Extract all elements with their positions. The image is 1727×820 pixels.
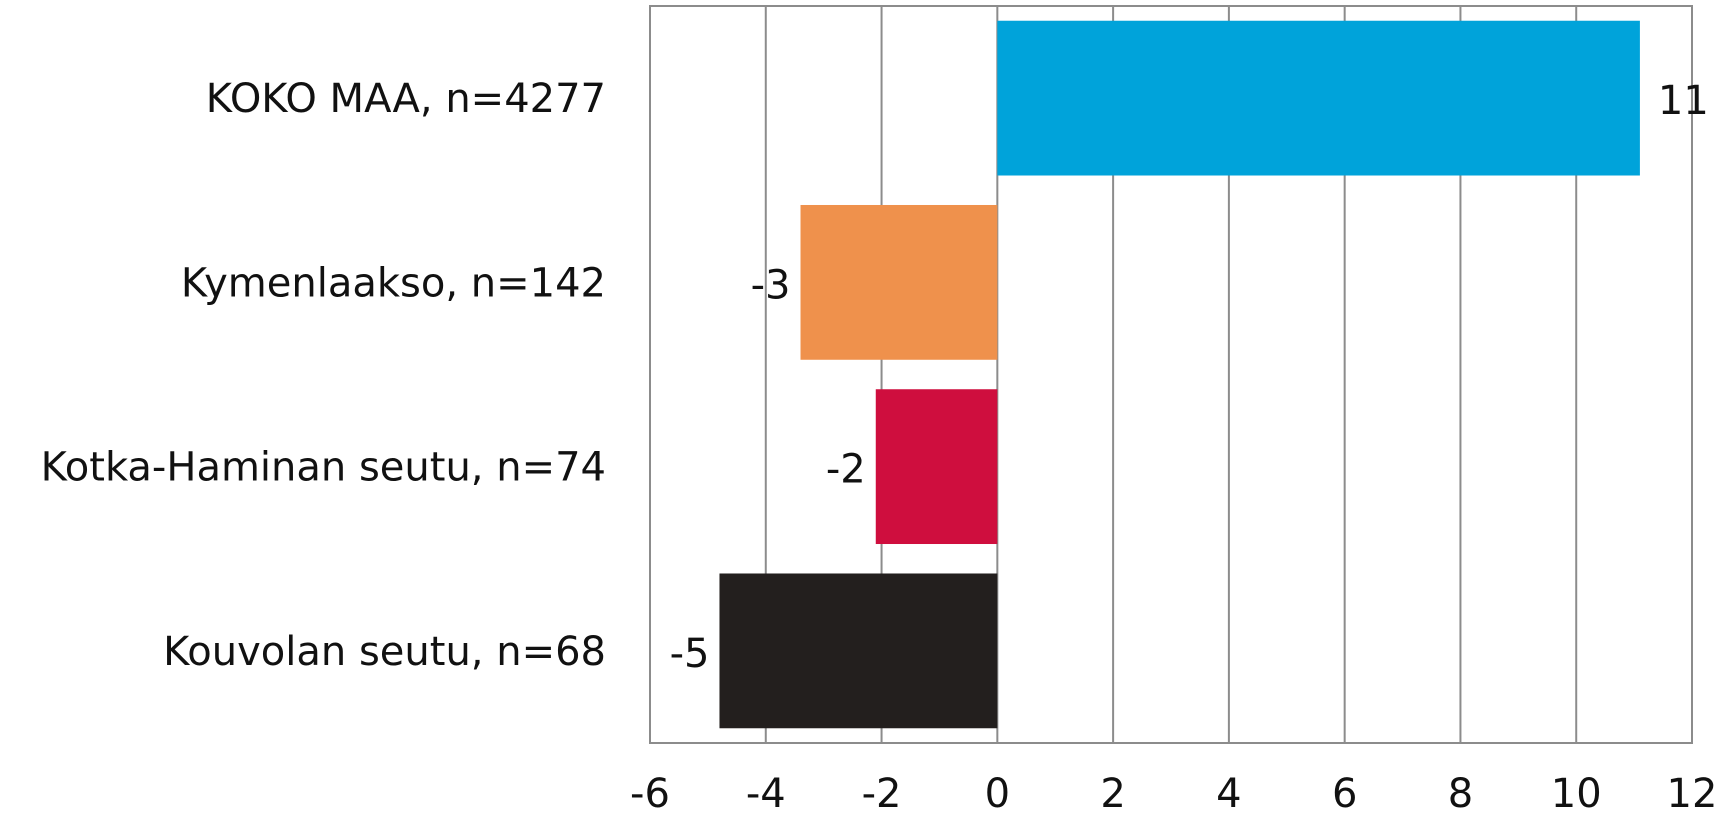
bar [719, 573, 998, 729]
category-label: Kotka-Haminan seutu, n=74 [41, 445, 606, 491]
category-label: Kymenlaakso, n=142 [181, 260, 606, 306]
x-tick-label: -2 [862, 771, 902, 817]
plot-frame [649, 5, 1693, 744]
data-label: -2 [826, 447, 866, 493]
x-tick-label: 4 [1216, 771, 1241, 817]
bar [997, 20, 1640, 176]
x-tick-label: -4 [746, 771, 786, 817]
bar [875, 389, 998, 545]
x-tick-label: 10 [1551, 771, 1602, 817]
data-label: -3 [751, 262, 791, 308]
x-tick-label: 12 [1667, 771, 1718, 817]
x-tick-label: 2 [1100, 771, 1125, 817]
data-label: -5 [670, 631, 710, 677]
label-layer: KOKO MAA, n=4277 11 Kymenlaakso, n=142 -3 Ko… [41, 76, 1709, 677]
category-label: KOKO MAA, n=4277 [206, 76, 606, 122]
x-tick-label: 6 [1332, 771, 1357, 817]
x-tick-label: 0 [985, 771, 1010, 817]
category-label: Kouvolan seutu, n=68 [163, 629, 606, 675]
tick-layer: -6 -4 -2 0 2 4 6 8 10 12 [630, 771, 1717, 817]
bar [800, 204, 998, 360]
x-tick-label: -6 [630, 771, 670, 817]
x-tick-label: 8 [1448, 771, 1473, 817]
data-label: 11 [1658, 78, 1709, 124]
bar-layer [719, 20, 1640, 729]
